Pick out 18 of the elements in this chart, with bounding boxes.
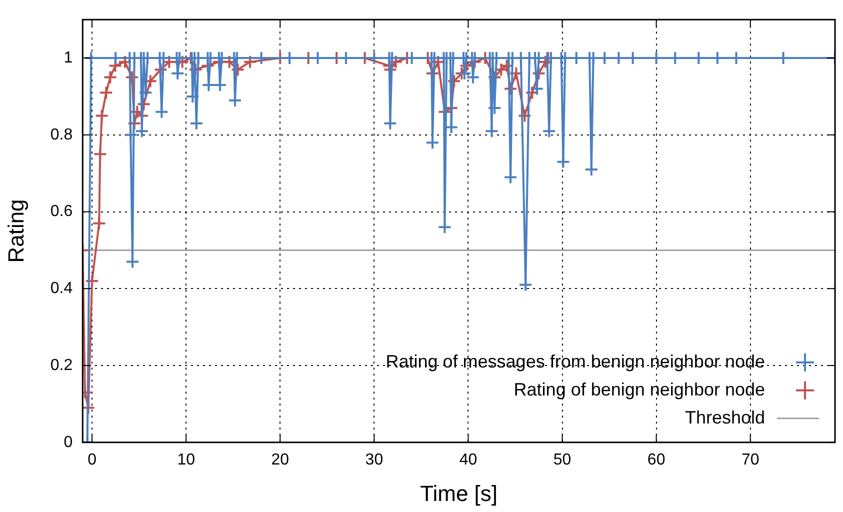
x-tick-label: 60 (647, 451, 666, 468)
legend-label: Threshold (684, 407, 765, 428)
x-tick-label: 50 (553, 451, 572, 468)
y-axis-title: Rating (3, 199, 28, 263)
x-tick-label: 10 (177, 451, 196, 468)
x-tick-label: 30 (365, 451, 384, 468)
legend-label: Rating of benign neighbor node (514, 379, 765, 400)
y-tick-label: 0.2 (50, 356, 73, 374)
y-tick-label: 0.6 (50, 203, 73, 220)
y-tick-label: 1 (64, 49, 73, 66)
x-tick-label: 0 (88, 451, 97, 468)
y-tick-label: 0.4 (50, 280, 73, 298)
y-tick-label: 0.8 (50, 126, 73, 144)
x-axis-title: Time [s] (420, 480, 498, 506)
x-tick-label: 20 (271, 451, 290, 468)
y-tick-label: 0 (64, 434, 73, 451)
x-tick-label: 70 (741, 451, 760, 468)
x-tick-label: 40 (459, 451, 478, 468)
